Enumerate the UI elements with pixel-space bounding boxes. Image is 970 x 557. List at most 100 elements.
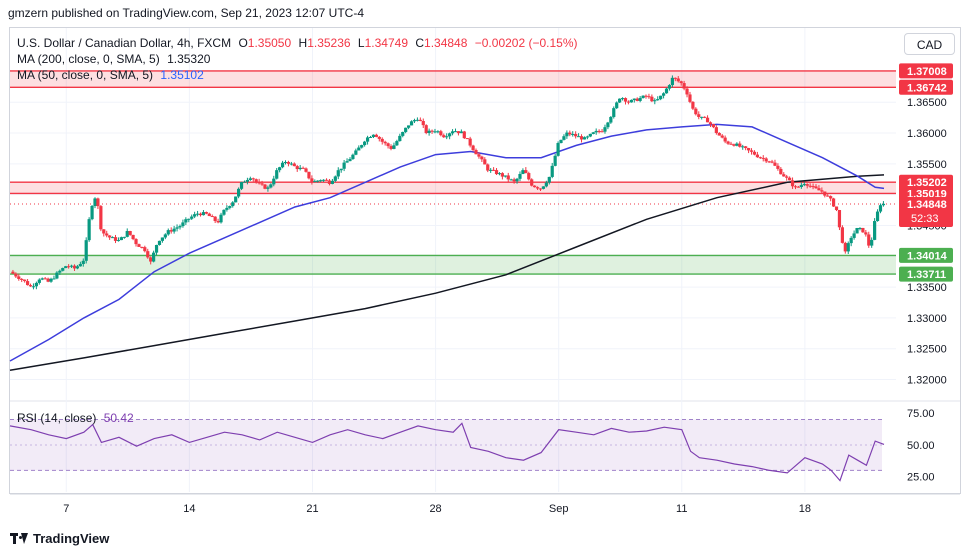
resistance-price-tag xyxy=(899,63,953,79)
candle-body xyxy=(105,233,109,236)
candle-body xyxy=(149,257,153,262)
price-labels: 1.370081.367421.352021.350191.3484852:33… xyxy=(899,63,953,282)
candle-body xyxy=(64,266,68,269)
candle-body xyxy=(761,157,765,159)
candle-body xyxy=(453,131,458,133)
candle-body xyxy=(392,145,396,149)
candle-body xyxy=(40,278,44,280)
candle-body xyxy=(134,239,138,245)
last-price-tag xyxy=(899,197,953,228)
candle-body xyxy=(849,237,853,244)
y-tick-label: 1.36500 xyxy=(907,97,947,109)
candle-body xyxy=(489,169,493,171)
ma200-line xyxy=(9,174,885,372)
support-price-tag xyxy=(899,266,953,282)
candle-body xyxy=(790,180,795,187)
candle-body xyxy=(154,244,159,253)
candle-body xyxy=(245,180,250,182)
candle-body xyxy=(448,133,452,137)
candle-body xyxy=(234,196,238,203)
candle-body xyxy=(295,166,299,170)
candle-body xyxy=(298,167,302,170)
candle-body xyxy=(729,143,733,145)
candle-body xyxy=(855,228,859,234)
candle-body xyxy=(322,179,326,181)
candle-body xyxy=(571,133,575,135)
candle-body xyxy=(723,137,727,142)
candle-body xyxy=(758,157,762,159)
candle-body xyxy=(157,240,162,245)
candle-body xyxy=(383,141,387,144)
candle-body xyxy=(445,136,449,138)
candle-body xyxy=(465,138,469,140)
support-price-text: 1.34014 xyxy=(907,250,948,262)
candle-body xyxy=(280,162,285,168)
candle-body xyxy=(58,270,62,273)
support-price-tag xyxy=(899,247,953,263)
tradingview-brand: TradingView xyxy=(10,531,109,546)
candle-body xyxy=(653,100,657,102)
candle-body xyxy=(61,268,65,271)
candle-body xyxy=(524,170,528,174)
candle-body xyxy=(738,143,742,147)
candle-body xyxy=(726,141,730,144)
candle-body xyxy=(644,95,648,97)
candle-body xyxy=(459,131,463,134)
candle-body xyxy=(407,125,411,128)
candle-body xyxy=(770,161,774,163)
candle-body xyxy=(802,184,806,186)
candle-body xyxy=(588,133,592,137)
candle-body xyxy=(805,184,809,186)
candle-body xyxy=(278,167,282,171)
candle-body xyxy=(767,161,771,163)
candle-body xyxy=(292,163,296,167)
candle-body xyxy=(579,136,584,140)
open-label: O xyxy=(238,36,248,50)
x-axis-ticks: 7 14 21 28 Sep 11 18 xyxy=(10,493,960,515)
candle-body xyxy=(363,141,367,146)
candle-body xyxy=(676,78,680,82)
y-tick-label: 1.35500 xyxy=(907,159,947,171)
candle-body xyxy=(193,214,197,217)
candle-body xyxy=(565,132,569,137)
candle-body xyxy=(116,240,121,242)
symbol-title: U.S. Dollar / Canadian Dollar, 4h, FXCM xyxy=(17,36,232,50)
candle-body xyxy=(659,95,663,100)
ma50-label: MA (50, close, 0, SMA, 5) xyxy=(17,68,154,82)
candle-body xyxy=(720,135,724,138)
candle-body xyxy=(527,173,531,180)
candle-body xyxy=(389,146,393,149)
change-value: −0.00202 (−0.15%) xyxy=(474,36,578,50)
candle-body xyxy=(25,281,30,286)
ma200-path xyxy=(9,174,885,372)
candle-body xyxy=(864,232,868,235)
candle-body xyxy=(843,242,847,252)
candle-body xyxy=(597,130,601,132)
candle-body xyxy=(225,207,229,210)
candle-body xyxy=(656,99,660,101)
candle-body xyxy=(269,184,273,188)
candle-body xyxy=(506,175,510,180)
candle-body xyxy=(594,130,598,133)
candle-body xyxy=(609,116,613,123)
candle-body xyxy=(512,179,516,182)
candle-body xyxy=(518,174,522,179)
x-tick-label: 11 xyxy=(676,503,687,515)
resistance-price-text: 1.37008 xyxy=(907,66,947,78)
candle-body xyxy=(673,77,677,79)
candle-body xyxy=(562,136,566,140)
candle-body xyxy=(380,138,384,142)
y-tick-label: 1.33000 xyxy=(907,313,947,325)
candle-body xyxy=(254,179,258,182)
resistance-price-tag xyxy=(899,174,953,190)
candle-body xyxy=(436,131,440,133)
y-tick-label: 1.36000 xyxy=(907,128,947,140)
candle-body xyxy=(600,131,604,133)
candle-body xyxy=(231,202,235,207)
currency-button[interactable]: CAD xyxy=(904,33,955,55)
candle-body xyxy=(175,227,179,229)
candle-body xyxy=(450,131,455,134)
zones xyxy=(10,70,896,275)
candle-body xyxy=(840,227,844,243)
